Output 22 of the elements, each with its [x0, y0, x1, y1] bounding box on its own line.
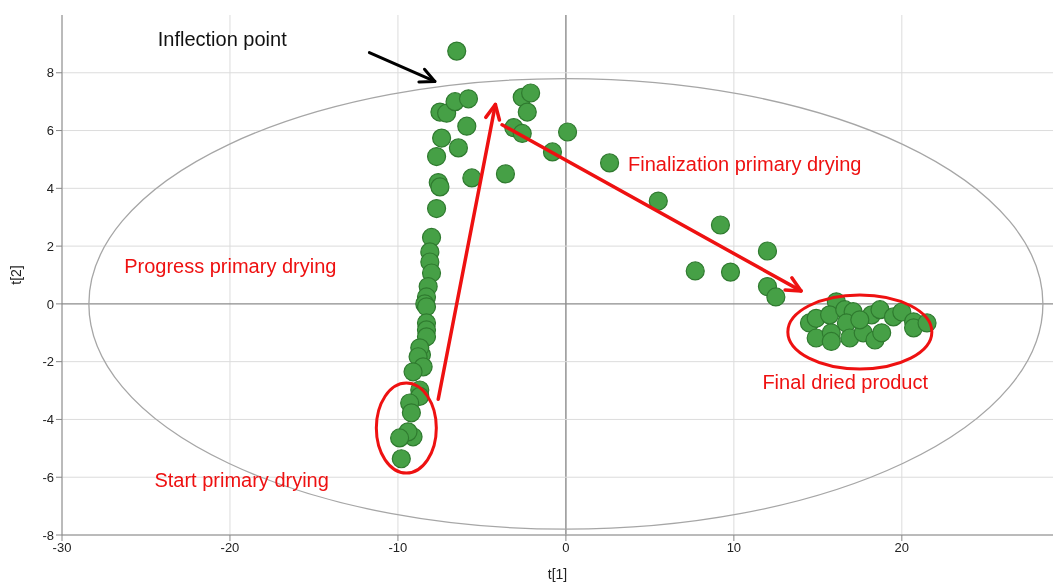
annotation: Finalization primary drying	[628, 152, 862, 175]
x-tick-label: -20	[220, 540, 240, 556]
y-tick-label: 4	[46, 180, 54, 196]
y-tick-label: -2	[42, 354, 54, 370]
y-tick-label: 2	[46, 238, 54, 254]
y-axis-title: t[2]	[7, 265, 24, 285]
annotation: Start primary drying	[154, 468, 329, 491]
x-tick-label: 20	[894, 540, 910, 556]
annotation: Inflection point	[157, 28, 288, 51]
y-tick-label: 0	[46, 296, 54, 312]
y-tick-label: -8	[42, 527, 54, 543]
x-tick-label: 0	[562, 540, 570, 556]
x-tick-label: -10	[388, 540, 408, 556]
y-tick-label: -4	[42, 412, 54, 428]
y-tick-label: -6	[42, 469, 54, 485]
annotation: Progress primary drying	[124, 255, 337, 278]
annotation: Final dried product	[762, 370, 929, 393]
y-tick-label: 6	[46, 123, 54, 139]
y-tick-label: 8	[46, 65, 54, 81]
x-tick-label: 10	[726, 540, 742, 556]
x-tick-label: -30	[52, 540, 72, 556]
x-axis-title: t[1]	[547, 566, 568, 582]
